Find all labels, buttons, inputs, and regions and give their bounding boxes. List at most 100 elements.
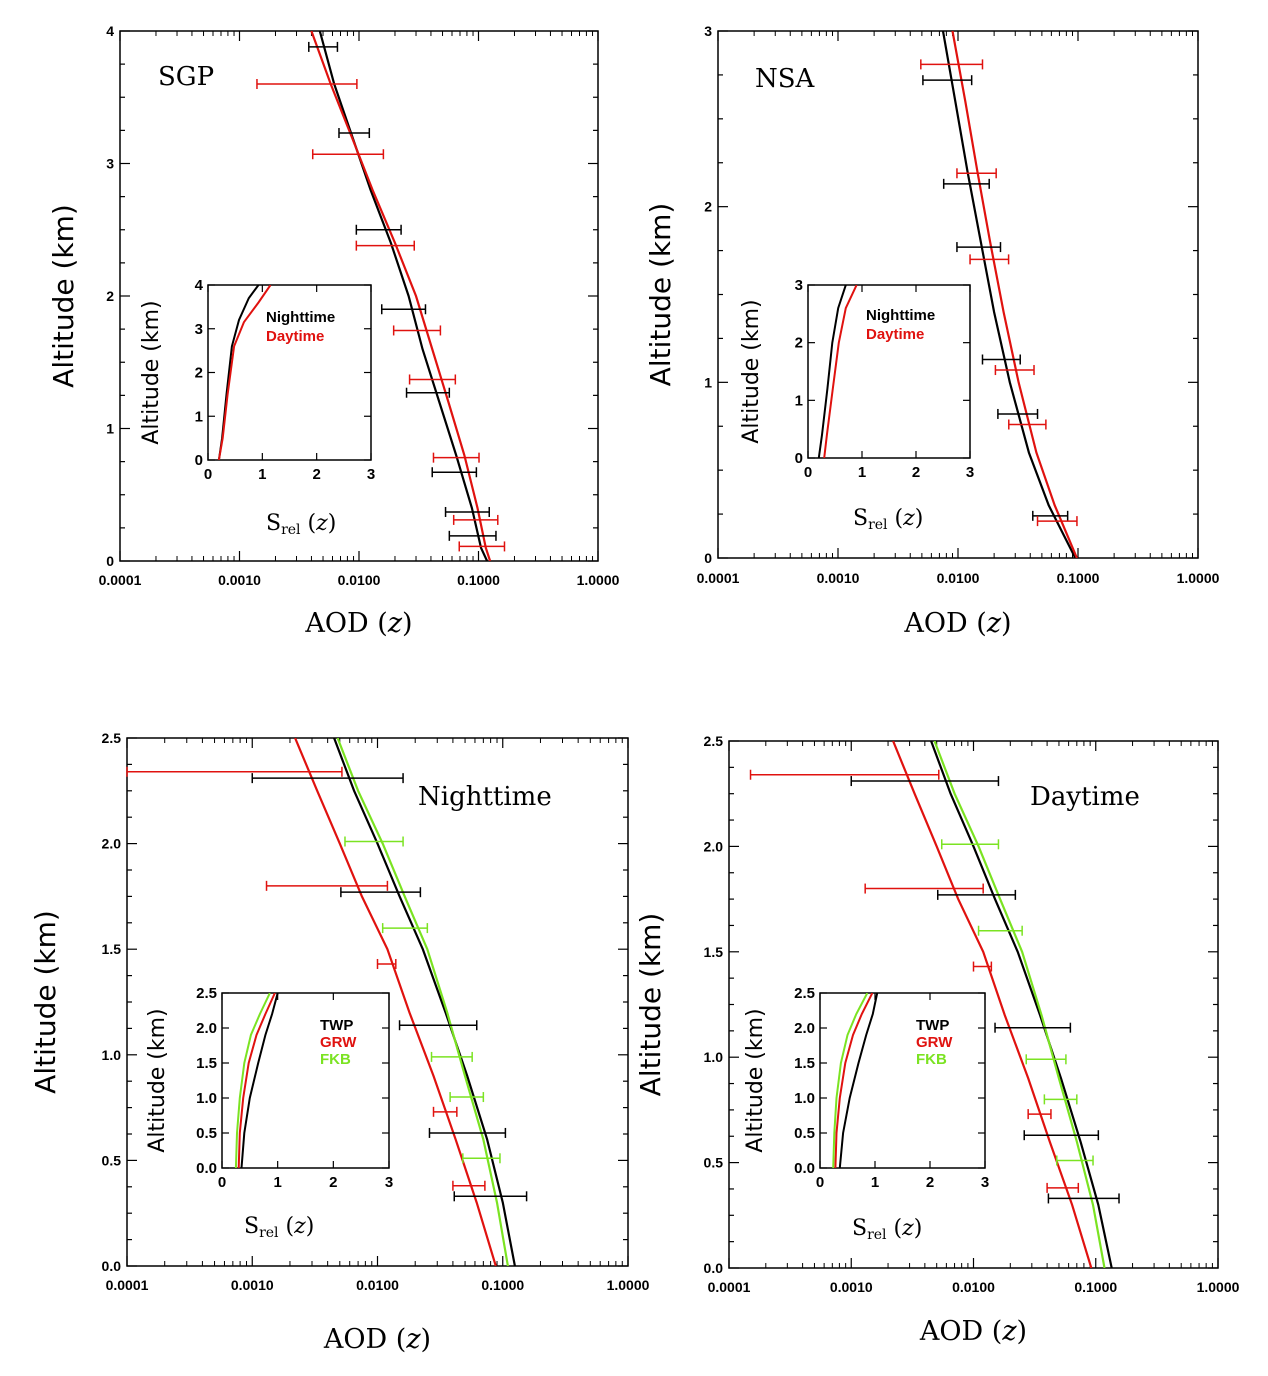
error-bar	[432, 452, 480, 463]
inset-x-axis-title-part: rel	[868, 517, 888, 533]
error-bar	[850, 776, 1000, 787]
inset-x-axis-title-part: rel	[867, 1227, 887, 1243]
inset-x-tick-label: 1	[273, 1174, 281, 1191]
x-tick-label: 0.0001	[106, 1277, 149, 1293]
y-tick-label: 3	[106, 156, 114, 172]
panel-label: SGP	[158, 62, 214, 92]
inset-x-tick-label: 0	[804, 464, 812, 481]
series-line-0	[930, 741, 1113, 1268]
inset-x-axis-title-part: S	[266, 511, 281, 536]
inset-x-tick-label: 3	[385, 1174, 393, 1191]
x-axis-title: AOD (z)	[304, 608, 412, 639]
x-axis-title-part: z	[387, 608, 403, 639]
y-tick-label: 1.5	[102, 941, 122, 957]
x-axis-title-part: )	[1017, 1316, 1028, 1347]
error-bar	[981, 354, 1021, 365]
legend-entry: Nighttime	[866, 307, 935, 324]
inset-series-line-1	[834, 993, 874, 1168]
error-bar	[994, 365, 1035, 376]
legend-entry: TWP	[916, 1017, 949, 1034]
inset-x-tick-label: 2	[312, 466, 320, 483]
legend-entry: TWP	[320, 1017, 353, 1034]
inset-plot: 0 1 2 3 0.0 0.5 1.0 1.5 2.0 2.5 Altitude (km) Srel …	[743, 985, 989, 1243]
error-bar	[1036, 516, 1078, 527]
inset-x-tick-label: 2	[329, 1174, 337, 1191]
inset-y-tick-label: 2	[795, 335, 803, 352]
inset-y-tick-label: 0.0	[196, 1160, 217, 1177]
inset-y-axis-title: Altitude (km)	[145, 1008, 170, 1152]
inset-x-tick-label: 1	[871, 1174, 879, 1191]
inset-y-tick-label: 0.5	[196, 1125, 217, 1142]
error-bar	[398, 1020, 478, 1031]
inset-x-tick-label: 3	[367, 466, 375, 483]
panel-nighttime: 0.0001 0.0010 0.0100 0.1000 1.0000 0.0 0.5 1.0 1…	[29, 730, 650, 1355]
panel-daytime: 0.0001 0.0010 0.0100 0.1000 1.0000 0.0 0.5 1.0 1…	[634, 733, 1240, 1347]
inset-x-axis-title-part: z	[902, 506, 915, 531]
error-bar	[376, 958, 397, 969]
inset-x-axis-title-part: S	[853, 506, 868, 531]
y-tick-label: 0.0	[704, 1260, 724, 1276]
y-tick-label: 2	[106, 288, 114, 304]
x-tick-label: 1.0000	[1197, 1279, 1240, 1295]
x-axis-title-part: )	[421, 1324, 432, 1355]
inset-x-axis-title-part: (	[279, 1214, 295, 1239]
panel-label: Daytime	[1030, 782, 1140, 812]
inset-x-tick-label: 3	[966, 464, 974, 481]
error-bar	[956, 242, 1002, 253]
error-bar	[1047, 1193, 1120, 1204]
x-axis-title-part: AOD (	[903, 608, 986, 639]
error-bar	[462, 1153, 501, 1164]
x-tick-label: 0.0010	[817, 570, 860, 586]
series-line-0	[333, 738, 516, 1266]
x-tick-label: 1.0000	[1177, 570, 1220, 586]
inset-y-tick-label: 2.0	[196, 1020, 217, 1037]
y-axis-title: Altitude (km)	[29, 910, 62, 1094]
y-tick-label: 1.0	[102, 1047, 122, 1063]
inset-x-axis-title: Srel (z)	[266, 511, 336, 538]
inset-x-tick-label: 1	[858, 464, 866, 481]
x-tick-label: 0.1000	[1074, 1279, 1117, 1295]
series-line-1	[336, 738, 509, 1266]
inset-x-axis-title-part: z	[315, 511, 328, 536]
x-tick-label: 0.0001	[99, 572, 142, 588]
error-bar	[449, 1092, 485, 1103]
inset-frame	[819, 992, 986, 1169]
x-tick-label: 0.0001	[708, 1279, 751, 1295]
error-bar	[338, 128, 371, 139]
series-line-2	[294, 738, 497, 1266]
x-axis-title: AOD (z)	[919, 1316, 1027, 1347]
y-tick-label: 0	[704, 550, 712, 566]
inset-plot: 0 1 2 3 0.0 0.5 1.0 1.5 2.0 2.5 Altitude (km) Srel …	[145, 985, 393, 1241]
error-bar	[355, 224, 402, 235]
y-tick-label: 1	[106, 421, 114, 437]
inset-y-tick-label: 0.0	[794, 1160, 815, 1177]
series-line-1	[310, 31, 492, 561]
inset-y-tick-label: 0.5	[794, 1125, 815, 1142]
y-tick-label: 1	[704, 374, 712, 390]
error-bar	[1056, 1155, 1094, 1166]
x-axis-title-part: z	[1001, 1316, 1017, 1347]
error-bar	[1043, 1094, 1078, 1105]
legend-entry: GRW	[320, 1034, 357, 1051]
y-tick-label: 1.0	[704, 1049, 724, 1065]
inset-x-tick-label: 2	[912, 464, 920, 481]
inset-y-axis-title: Altitude (km)	[739, 299, 764, 443]
error-bar	[405, 387, 451, 398]
error-bar	[432, 1106, 458, 1117]
inset-y-tick-label: 2.0	[794, 1020, 815, 1037]
panel-label: Nighttime	[418, 782, 552, 812]
series-line-2	[892, 741, 1093, 1268]
x-tick-label: 0.1000	[481, 1277, 524, 1293]
series-line-0	[941, 31, 1077, 558]
y-tick-label: 1.5	[704, 944, 724, 960]
error-bar	[1027, 1109, 1052, 1120]
inset-x-axis-title: Srel (z)	[244, 1214, 314, 1241]
error-bar	[126, 766, 343, 777]
x-axis-title-part: AOD (	[304, 608, 387, 639]
inset-series-line-1	[823, 285, 858, 458]
x-axis-title-part: )	[402, 608, 413, 639]
y-axis-title: Altitude (km)	[644, 203, 677, 387]
error-bar	[1008, 419, 1047, 430]
error-bar	[340, 887, 422, 898]
